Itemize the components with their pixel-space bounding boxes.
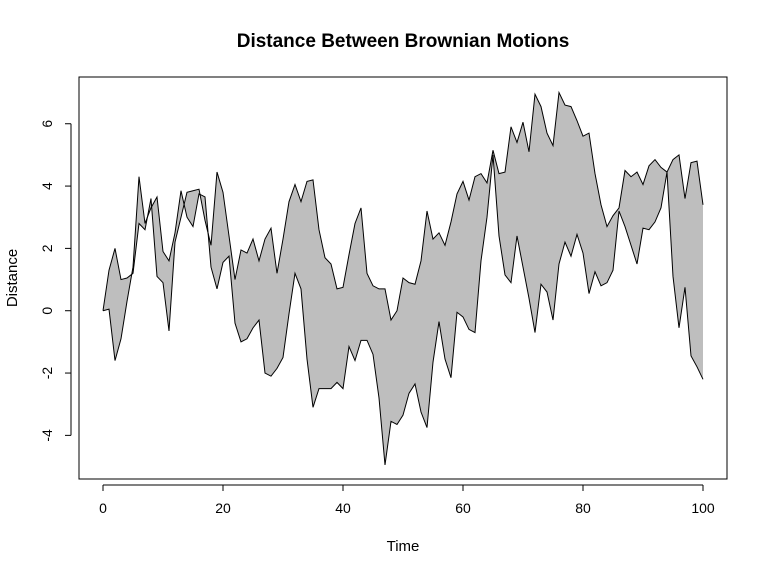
x-axis-label: Time [387,538,420,555]
x-tick-label: 60 [455,500,471,516]
y-tick-label: 6 [39,120,55,128]
y-axis-label: Distance [4,249,21,307]
y-tick-label: 0 [39,307,55,315]
x-tick-label: 80 [575,500,591,516]
y-axis: -4 -2 0 2 4 6 [39,120,72,442]
x-tick-label: 100 [691,500,715,516]
x-tick-label: 40 [335,500,351,516]
series-line-b [102,154,704,466]
y-tick-label: 4 [39,182,55,190]
plot-area [102,90,704,466]
chart-title: Distance Between Brownian Motions [237,31,570,52]
plot-frame [78,76,728,480]
y-tick-label: -2 [39,367,55,380]
series-line-a [102,90,704,332]
x-tick-label: 20 [215,500,231,516]
y-tick-label: -4 [39,429,55,442]
y-tick-label: 2 [39,244,55,252]
x-tick-label: 0 [99,500,107,516]
x-axis: 0 20 40 60 80 100 [99,484,715,516]
